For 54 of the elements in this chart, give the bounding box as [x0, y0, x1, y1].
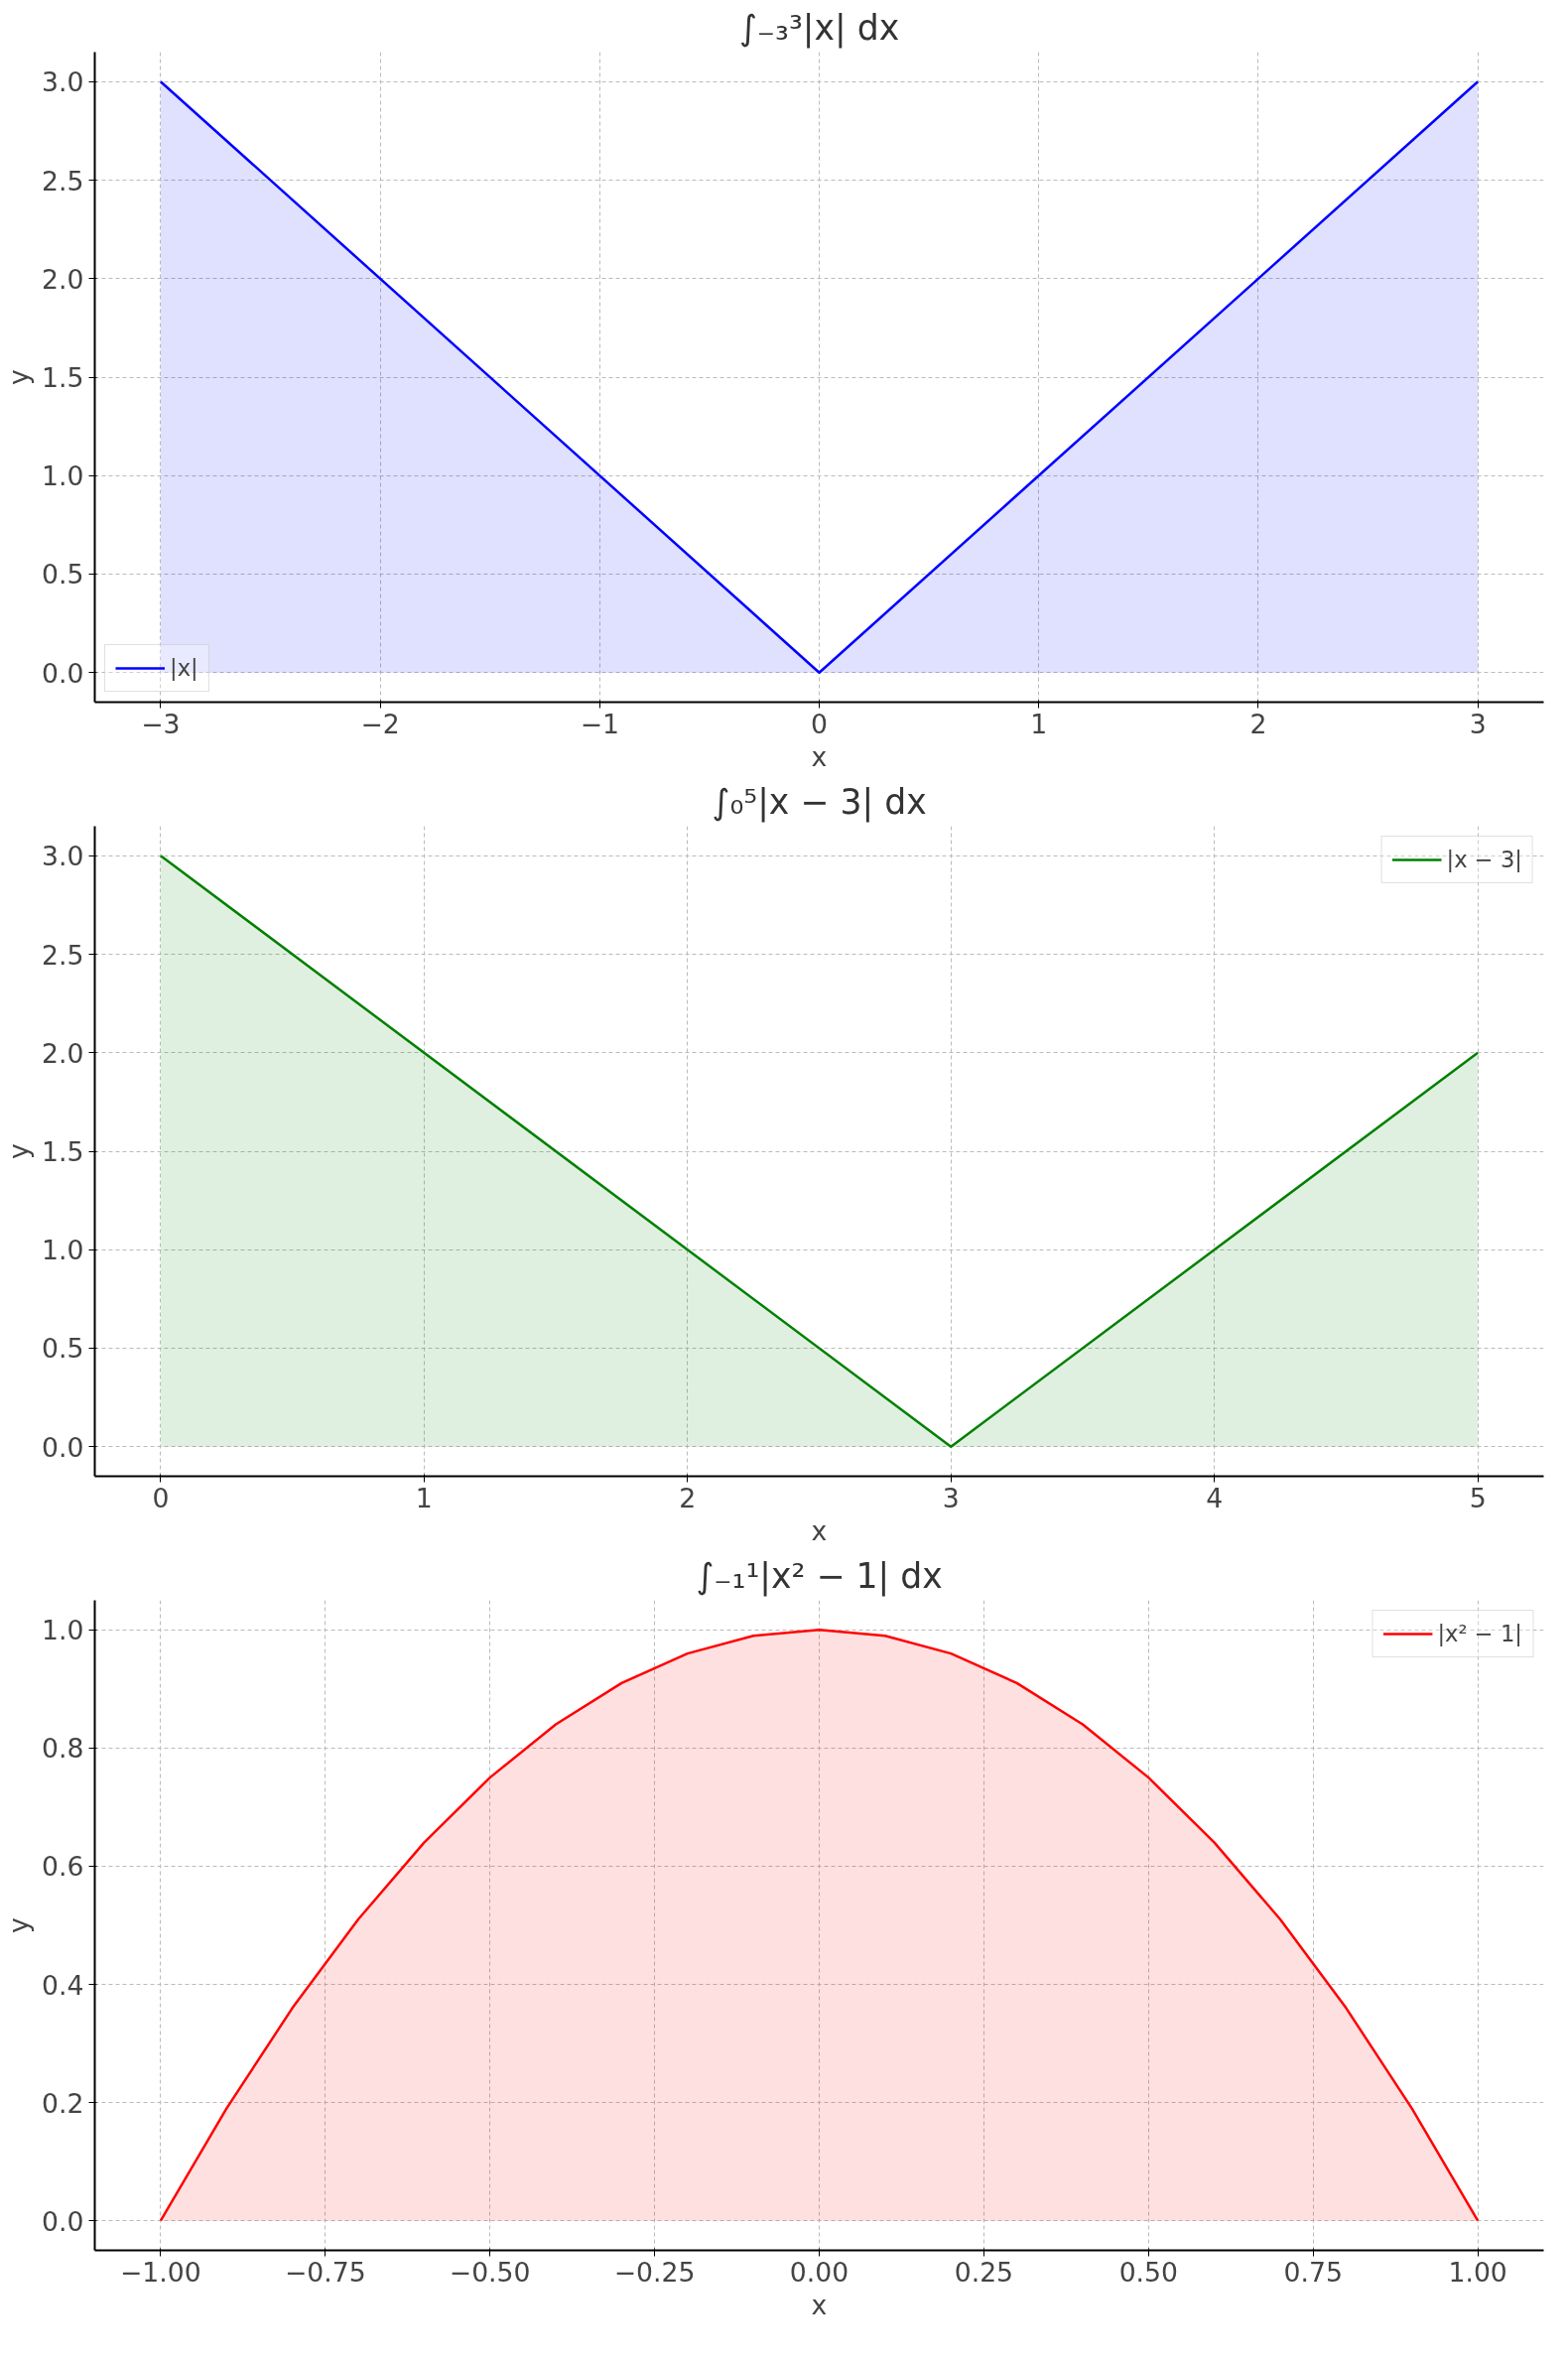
x-tick-label: 3: [942, 1482, 960, 1513]
y-tick-label: 2.5: [42, 939, 84, 971]
x-tick-label: 0: [811, 708, 828, 739]
x-tick-label: 0.00: [789, 2256, 849, 2288]
y-tick-label: 0.0: [42, 1431, 84, 1463]
x-tick-label: 0: [152, 1482, 170, 1513]
y-tick-label: 0.5: [42, 559, 84, 590]
y-axis-title: y: [3, 1917, 35, 1933]
y-tick-label: 1.0: [42, 1235, 84, 1266]
y-tick-label: 1.5: [42, 1136, 84, 1167]
y-tick-label: 0.4: [42, 1969, 84, 2001]
x-tick-label: 0.25: [954, 2256, 1014, 2288]
x-tick-label: 4: [1206, 1482, 1224, 1513]
chart-title: ∫₋₃³|x| dx: [738, 7, 900, 49]
x-tick-label: 0.50: [1118, 2256, 1178, 2288]
x-axis-title: x: [811, 740, 828, 772]
x-tick-label: 1: [415, 1482, 433, 1513]
x-tick-label: 2: [679, 1482, 697, 1513]
x-tick-label: −1.00: [120, 2256, 201, 2288]
x-tick-label: 3: [1469, 708, 1487, 739]
y-axis-title: y: [3, 1143, 35, 1159]
x-tick-label: −0.50: [449, 2256, 531, 2288]
y-tick-label: 1.0: [42, 460, 84, 492]
y-tick-label: 2.5: [42, 165, 84, 197]
x-tick-label: −0.75: [284, 2256, 366, 2288]
y-tick-label: 3.0: [42, 66, 84, 98]
x-tick-label: 2: [1249, 708, 1267, 739]
y-tick-label: 0.6: [42, 1851, 84, 1883]
y-tick-label: 0.8: [42, 1733, 84, 1765]
y-tick-label: 3.0: [42, 841, 84, 872]
chart-title: ∫₋₁¹|x² − 1| dx: [696, 1555, 943, 1597]
x-axis-title: x: [811, 2289, 828, 2320]
y-tick-label: 1.0: [42, 1615, 84, 1646]
x-tick-label: 5: [1469, 1482, 1487, 1513]
x-tick-label: −0.25: [613, 2256, 696, 2288]
y-axis-title: y: [3, 369, 35, 385]
y-tick-label: 2.0: [42, 263, 84, 295]
x-axis-title: x: [811, 1514, 828, 1546]
x-tick-label: −1: [580, 708, 619, 739]
x-tick-label: 1.00: [1448, 2256, 1507, 2288]
y-tick-label: 1.5: [42, 362, 84, 393]
x-tick-label: 0.75: [1283, 2256, 1343, 2288]
x-tick-label: −2: [360, 708, 400, 739]
legend-label: |x|: [170, 655, 198, 681]
legend-label: |x − 3|: [1446, 847, 1522, 872]
x-tick-label: 1: [1030, 708, 1048, 739]
y-tick-label: 2.0: [42, 1037, 84, 1069]
y-tick-label: 0.0: [42, 657, 84, 689]
y-tick-label: 0.2: [42, 2087, 84, 2119]
x-tick-label: −3: [141, 708, 181, 739]
chart-title: ∫₀⁵|x − 3| dx: [712, 781, 927, 823]
legend-label: |x² − 1|: [1437, 1621, 1522, 1646]
y-tick-label: 0.0: [42, 2205, 84, 2237]
y-tick-label: 0.5: [42, 1333, 84, 1365]
